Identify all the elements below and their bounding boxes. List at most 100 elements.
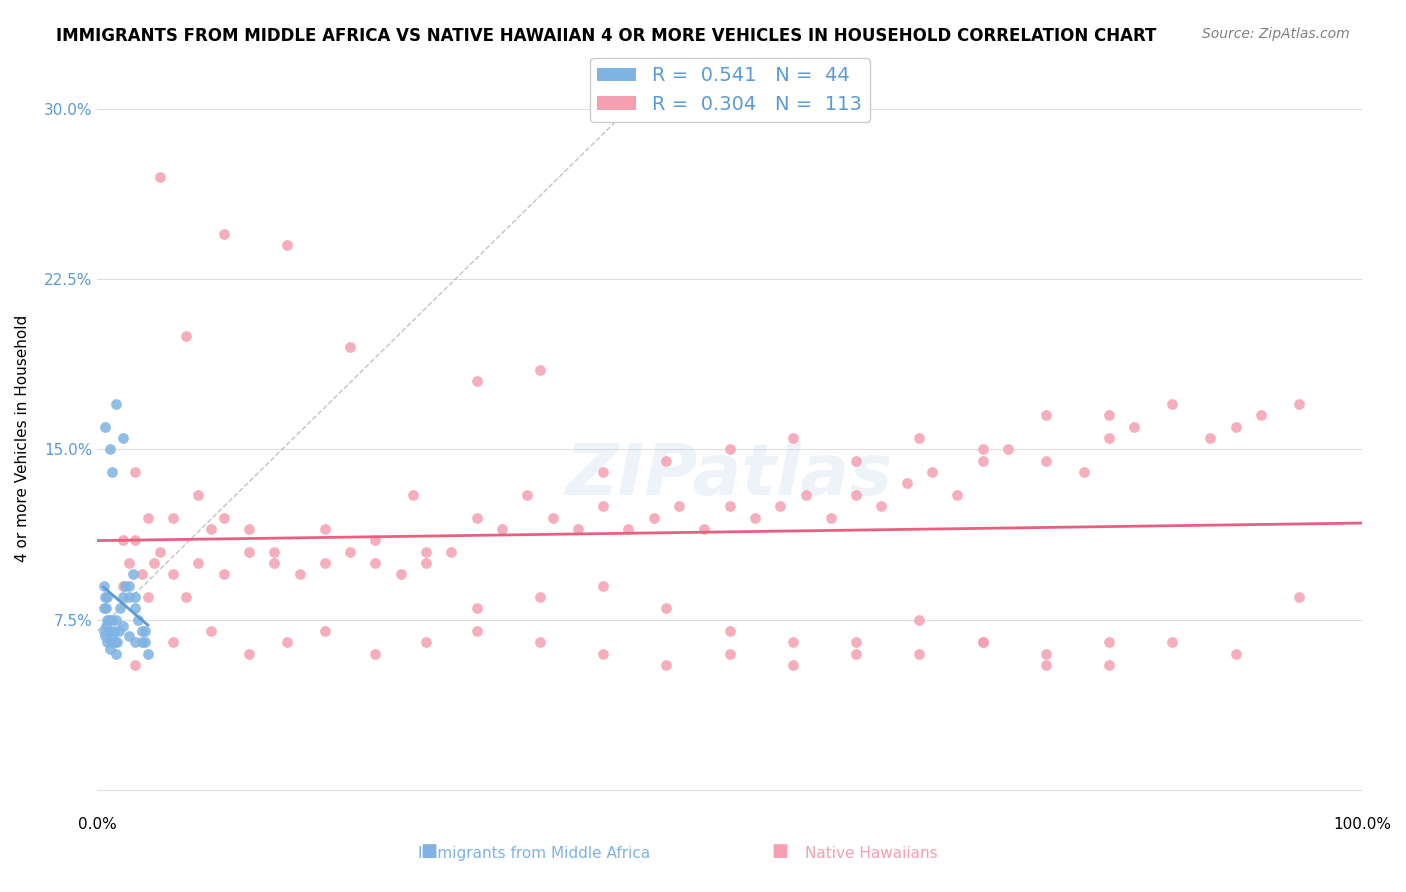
Point bbox=[1161, 397, 1184, 411]
Point bbox=[131, 624, 153, 638]
Point bbox=[238, 522, 260, 536]
Point bbox=[98, 624, 121, 638]
Point bbox=[111, 533, 134, 548]
Point bbox=[415, 635, 437, 649]
Text: ■: ■ bbox=[772, 842, 789, 860]
Point bbox=[1035, 454, 1057, 468]
Point bbox=[389, 567, 412, 582]
Point bbox=[121, 567, 143, 582]
Text: Source: ZipAtlas.com: Source: ZipAtlas.com bbox=[1202, 27, 1350, 41]
Point bbox=[238, 647, 260, 661]
Point bbox=[1035, 658, 1057, 673]
Point bbox=[655, 601, 678, 615]
Point bbox=[1250, 409, 1272, 423]
Point bbox=[103, 624, 125, 638]
Point bbox=[104, 635, 127, 649]
Point bbox=[1161, 635, 1184, 649]
Point bbox=[111, 578, 134, 592]
Point bbox=[200, 624, 222, 638]
Point bbox=[108, 601, 131, 615]
Point bbox=[124, 635, 146, 649]
Point bbox=[516, 488, 538, 502]
Point bbox=[124, 658, 146, 673]
Point bbox=[288, 567, 311, 582]
Point bbox=[100, 635, 122, 649]
Point bbox=[592, 647, 614, 661]
Point bbox=[212, 227, 235, 241]
Point bbox=[1035, 409, 1057, 423]
Point bbox=[187, 488, 209, 502]
Point bbox=[162, 635, 184, 649]
Point bbox=[107, 624, 129, 638]
Point bbox=[118, 628, 141, 642]
Point bbox=[845, 635, 868, 649]
Point bbox=[149, 544, 172, 558]
Point bbox=[127, 613, 149, 627]
Point bbox=[187, 556, 209, 570]
Text: Immigrants from Middle Africa: Immigrants from Middle Africa bbox=[418, 846, 651, 861]
Point bbox=[1288, 397, 1310, 411]
Point bbox=[101, 465, 124, 479]
Point bbox=[114, 578, 136, 592]
Point bbox=[101, 613, 124, 627]
Point bbox=[93, 601, 115, 615]
Point bbox=[124, 465, 146, 479]
Legend: R =  0.541   N =  44, R =  0.304   N =  113: R = 0.541 N = 44, R = 0.304 N = 113 bbox=[589, 58, 869, 121]
Point bbox=[124, 590, 146, 604]
Point bbox=[118, 556, 141, 570]
Point bbox=[124, 601, 146, 615]
Point bbox=[339, 544, 361, 558]
Point bbox=[718, 499, 741, 513]
Point bbox=[668, 499, 690, 513]
Point bbox=[136, 510, 159, 524]
Point bbox=[1073, 465, 1095, 479]
Point bbox=[744, 510, 766, 524]
Point bbox=[98, 642, 121, 657]
Point bbox=[276, 238, 298, 252]
Point bbox=[1098, 431, 1121, 445]
Point bbox=[567, 522, 589, 536]
Point bbox=[769, 499, 792, 513]
Point bbox=[107, 635, 129, 649]
Point bbox=[782, 658, 804, 673]
Point bbox=[97, 613, 120, 627]
Point bbox=[94, 628, 117, 642]
Point bbox=[491, 522, 513, 536]
Point bbox=[845, 454, 868, 468]
Point bbox=[529, 635, 551, 649]
Point bbox=[693, 522, 716, 536]
Point bbox=[94, 601, 117, 615]
Point bbox=[124, 533, 146, 548]
Point bbox=[465, 601, 488, 615]
Point bbox=[1098, 635, 1121, 649]
Point bbox=[111, 619, 134, 633]
Point bbox=[592, 578, 614, 592]
Point bbox=[96, 613, 118, 627]
Point bbox=[212, 510, 235, 524]
Point bbox=[782, 431, 804, 445]
Point bbox=[174, 590, 197, 604]
Point bbox=[174, 329, 197, 343]
Point bbox=[149, 170, 172, 185]
Point bbox=[105, 397, 128, 411]
Point bbox=[111, 590, 134, 604]
Point bbox=[972, 635, 994, 649]
Point bbox=[131, 635, 153, 649]
Point bbox=[136, 647, 159, 661]
Point bbox=[94, 419, 117, 434]
Point bbox=[908, 613, 931, 627]
Point bbox=[1098, 409, 1121, 423]
Point bbox=[314, 522, 336, 536]
Point bbox=[105, 613, 128, 627]
Point bbox=[972, 454, 994, 468]
Point bbox=[643, 510, 665, 524]
Point bbox=[212, 567, 235, 582]
Point bbox=[921, 465, 943, 479]
Point bbox=[131, 567, 153, 582]
Point bbox=[314, 556, 336, 570]
Point bbox=[972, 442, 994, 457]
Point bbox=[415, 556, 437, 570]
Point bbox=[718, 647, 741, 661]
Point bbox=[972, 635, 994, 649]
Point bbox=[96, 635, 118, 649]
